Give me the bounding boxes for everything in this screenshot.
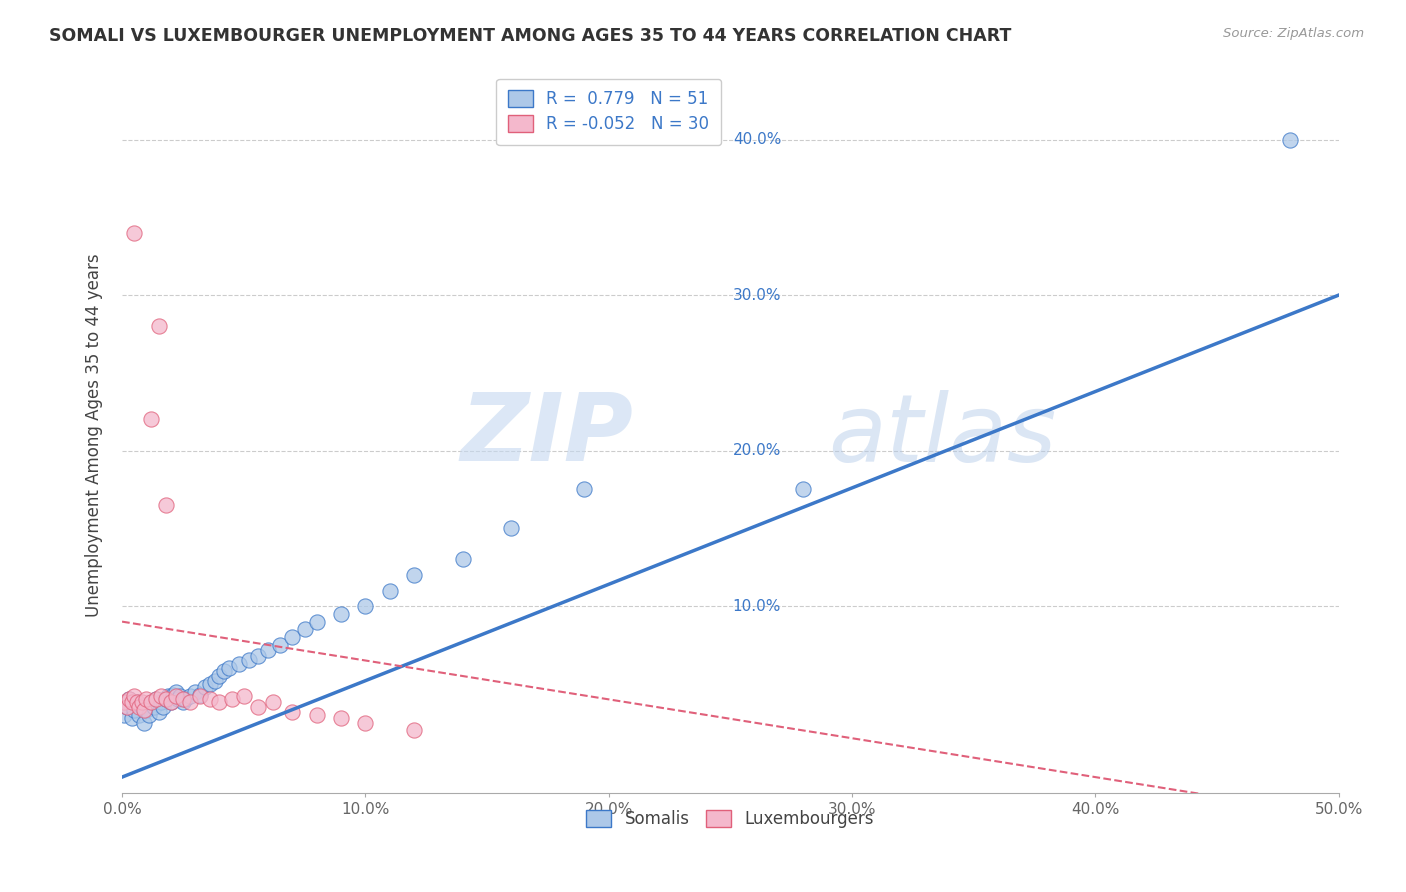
Point	[305, 707, 328, 722]
Point	[131, 700, 153, 714]
Point	[179, 696, 201, 710]
Point	[128, 707, 150, 722]
Point	[122, 690, 145, 704]
Point	[228, 657, 250, 671]
Point	[135, 692, 157, 706]
Point	[148, 319, 170, 334]
Point	[122, 226, 145, 240]
Point	[354, 599, 377, 613]
Point	[574, 483, 596, 497]
Point	[247, 700, 270, 714]
Point	[145, 692, 167, 706]
Point	[179, 690, 201, 704]
Point	[172, 696, 194, 710]
Y-axis label: Unemployment Among Ages 35 to 44 years: Unemployment Among Ages 35 to 44 years	[86, 253, 103, 617]
Point	[262, 696, 284, 710]
Point	[330, 607, 353, 621]
Point	[167, 692, 190, 706]
Text: 10.0%: 10.0%	[733, 599, 782, 614]
Point	[114, 707, 136, 722]
Point	[378, 583, 401, 598]
Point	[149, 690, 172, 704]
Point	[354, 715, 377, 730]
Point	[221, 692, 243, 706]
Point	[169, 690, 191, 704]
Point	[159, 696, 181, 710]
Text: Source: ZipAtlas.com: Source: ZipAtlas.com	[1223, 27, 1364, 40]
Point	[281, 705, 304, 719]
Text: 40.0%: 40.0%	[733, 132, 782, 147]
Point	[125, 696, 148, 710]
Point	[165, 690, 187, 704]
Text: ZIP: ZIP	[460, 389, 633, 481]
Point	[402, 723, 425, 738]
Text: 30.0%: 30.0%	[733, 287, 782, 302]
Point	[1279, 133, 1302, 147]
Point	[238, 653, 260, 667]
Point	[172, 692, 194, 706]
Point	[257, 642, 280, 657]
Point	[269, 638, 291, 652]
Point	[155, 692, 177, 706]
Point	[162, 688, 184, 702]
Point	[152, 700, 174, 714]
Text: 20.0%: 20.0%	[733, 443, 782, 458]
Point	[218, 661, 240, 675]
Point	[159, 696, 181, 710]
Point	[165, 684, 187, 698]
Point	[294, 623, 316, 637]
Point	[232, 690, 254, 704]
Point	[188, 690, 211, 704]
Point	[131, 696, 153, 710]
Point	[281, 630, 304, 644]
Point	[155, 498, 177, 512]
Point	[188, 688, 211, 702]
Point	[208, 669, 231, 683]
Text: SOMALI VS LUXEMBOURGER UNEMPLOYMENT AMONG AGES 35 TO 44 YEARS CORRELATION CHART: SOMALI VS LUXEMBOURGER UNEMPLOYMENT AMON…	[49, 27, 1011, 45]
Point	[305, 615, 328, 629]
Point	[115, 700, 138, 714]
Point	[115, 700, 138, 714]
Point	[141, 696, 163, 710]
Legend: Somalis, Luxembourgers: Somalis, Luxembourgers	[579, 803, 882, 834]
Point	[138, 707, 160, 722]
Point	[330, 711, 353, 725]
Point	[122, 703, 145, 717]
Point	[208, 696, 231, 710]
Point	[135, 703, 157, 717]
Point	[451, 552, 474, 566]
Point	[121, 696, 143, 710]
Point	[157, 690, 180, 704]
Point	[128, 700, 150, 714]
Point	[212, 665, 235, 679]
Point	[501, 521, 523, 535]
Point	[204, 673, 226, 688]
Point	[148, 705, 170, 719]
Point	[125, 696, 148, 710]
Point	[145, 692, 167, 706]
Point	[132, 715, 155, 730]
Point	[194, 680, 217, 694]
Point	[155, 692, 177, 706]
Point	[198, 692, 221, 706]
Point	[141, 412, 163, 426]
Point	[118, 692, 141, 706]
Point	[184, 684, 207, 698]
Point	[149, 696, 172, 710]
Point	[402, 568, 425, 582]
Point	[198, 677, 221, 691]
Point	[114, 696, 136, 710]
Point	[121, 711, 143, 725]
Point	[174, 692, 197, 706]
Point	[247, 648, 270, 663]
Point	[141, 696, 163, 710]
Text: atlas: atlas	[828, 390, 1056, 481]
Point	[792, 483, 814, 497]
Point	[118, 692, 141, 706]
Point	[142, 700, 165, 714]
Point	[132, 703, 155, 717]
